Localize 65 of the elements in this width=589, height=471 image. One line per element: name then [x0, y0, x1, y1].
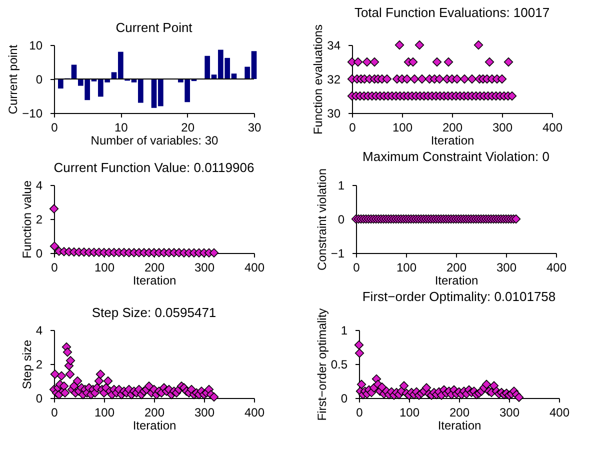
y-axis-title: Function value	[20, 180, 34, 259]
x-tick-label: 400	[542, 120, 563, 134]
x-axis-title: Iteration	[132, 418, 176, 432]
y-tick-label: 0	[340, 392, 348, 406]
chart-title: First−order Optimality: 0.0101758	[362, 288, 556, 304]
y-tick-label: 1	[338, 178, 345, 192]
y-tick-label: 0	[36, 246, 43, 260]
x-tick-label: 200	[446, 260, 467, 274]
y-axis-title: Current point	[6, 44, 20, 114]
x-tick-label: 200	[449, 406, 470, 420]
x-axis-title: Iteration	[430, 134, 474, 148]
x-tick-label: 0	[51, 120, 58, 134]
y-tick-label: 32	[327, 72, 341, 86]
x-tick-label: 0	[51, 260, 58, 274]
y-tick-label: 0.5	[330, 358, 348, 372]
x-tick-label: 0	[356, 406, 364, 420]
x-tick-label: 10	[114, 120, 128, 134]
x-tick-label: 300	[499, 406, 520, 420]
x-axis-title: Iteration	[434, 274, 478, 288]
chart-title: Current Function Value: 0.0119906	[54, 160, 254, 175]
y-axis-title: Step size	[20, 339, 34, 390]
x-tick-label: 0	[349, 120, 356, 134]
x-axis-title: Iteration	[438, 418, 482, 432]
x-tick-label: 200	[144, 260, 165, 274]
y-tick-label: 1	[340, 324, 348, 338]
y-tick-label: 4	[36, 324, 43, 338]
x-tick-label: 100	[94, 406, 115, 420]
y-tick-label: 10	[29, 38, 43, 52]
x-tick-label: 300	[496, 260, 517, 274]
x-tick-label: 400	[244, 406, 265, 420]
x-tick-label: 0	[353, 260, 360, 274]
x-tick-label: 200	[442, 120, 463, 134]
x-tick-label: 20	[181, 120, 195, 134]
x-tick-label: 400	[244, 260, 265, 274]
x-tick-label: 300	[194, 406, 215, 420]
chart-title: Step Size: 0.0595471	[92, 305, 216, 320]
y-axis-title: First−order optimality	[314, 308, 329, 421]
y-tick-label: 2	[36, 358, 43, 372]
y-axis-title: Function evaluations	[311, 24, 326, 135]
y-tick-label: −10	[22, 106, 43, 120]
x-axis-title: Number of variables: 30	[90, 134, 219, 148]
y-tick-label: −1	[330, 246, 345, 260]
x-axis-title: Iteration	[132, 274, 176, 288]
x-tick-label: 300	[492, 120, 513, 134]
y-tick-label: 0	[338, 212, 345, 226]
y-axis-title: Constraint violation	[314, 168, 329, 271]
x-tick-label: 100	[399, 406, 420, 420]
x-tick-label: 100	[392, 120, 413, 134]
y-tick-label: 4	[36, 178, 43, 192]
x-tick-label: 400	[549, 406, 570, 420]
x-tick-label: 400	[546, 260, 567, 274]
x-tick-label: 100	[396, 260, 417, 274]
x-tick-label: 0	[51, 406, 58, 420]
x-tick-label: 300	[194, 260, 215, 274]
x-tick-label: 200	[144, 406, 165, 420]
x-tick-label: 100	[94, 260, 115, 274]
y-tick-label: 34	[327, 38, 341, 52]
y-tick-label: 2	[36, 212, 43, 226]
chart-title: Current Point	[116, 20, 193, 35]
chart-title: Total Function Evaluations: 10017	[354, 4, 550, 20]
x-tick-label: 30	[248, 120, 262, 134]
y-tick-label: 0	[36, 72, 43, 86]
chart-title: Maximum Constraint Violation: 0	[362, 148, 550, 164]
y-tick-label: 30	[327, 106, 341, 120]
y-tick-label: 0	[36, 392, 43, 406]
